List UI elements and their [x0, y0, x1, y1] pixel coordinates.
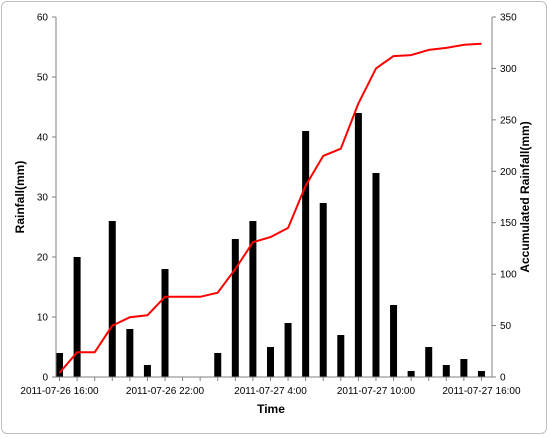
rainfall-bar — [143, 365, 151, 377]
axes — [52, 16, 496, 381]
y2-tick-label: 350 — [500, 13, 517, 24]
y2-tick-label: 100 — [500, 270, 517, 281]
tick-labels: 0 10 20 30 40 50 60 0 50 100 150 200 250 300 350 2011-0… — [20, 13, 521, 398]
rainfall-bar — [390, 305, 398, 377]
rainfall-bar — [372, 173, 380, 377]
x-axis-title: Time — [257, 402, 285, 416]
rainfall-bar — [460, 359, 468, 377]
y2-tick-label: 150 — [500, 218, 517, 229]
rainfall-bar — [442, 365, 450, 377]
y2-tick-label: 0 — [500, 373, 506, 384]
y-tick-label: 50 — [37, 73, 49, 84]
rainfall-bar — [73, 257, 81, 377]
rainfall-bar — [337, 335, 345, 377]
x-tick-label: 2011-07-27 16:00 — [442, 386, 521, 397]
rainfall-bar — [214, 353, 222, 377]
rainfall-bar — [231, 239, 239, 377]
rainfall-bar — [161, 269, 169, 377]
rainfall-bar — [407, 371, 415, 377]
rainfall-bar — [266, 347, 274, 377]
y-tick-label: 20 — [37, 253, 49, 264]
accumulated-rainfall-line — [58, 42, 482, 374]
y-tick-label: 30 — [37, 193, 49, 204]
rainfall-bar — [354, 113, 362, 377]
y-axis-title: Rainfall(mm) — [13, 161, 27, 234]
rainfall-bar — [108, 221, 116, 377]
x-tick-label: 2011-07-26 22:00 — [126, 386, 205, 397]
y2-tick-label: 200 — [500, 167, 517, 178]
x-tick-label: 2011-07-27 10:00 — [337, 386, 416, 397]
y2-axis-title: Accumulated Rainfall(mm) — [518, 121, 532, 272]
rainfall-bar — [425, 347, 433, 377]
rainfall-bar — [319, 203, 327, 377]
rainfall-bar — [56, 353, 64, 377]
rainfall-bar — [284, 323, 292, 377]
y-tick-label: 0 — [42, 373, 48, 384]
rainfall-bar — [302, 131, 310, 377]
y-tick-label: 60 — [37, 13, 49, 24]
y2-tick-label: 300 — [500, 64, 517, 75]
line-series — [58, 42, 482, 374]
rainfall-bar — [126, 329, 134, 377]
bar-series — [56, 113, 485, 377]
y2-tick-label: 50 — [500, 321, 512, 332]
y-tick-label: 40 — [37, 133, 49, 144]
x-tick-label: 2011-07-27 4:00 — [234, 386, 307, 397]
rainfall-bar — [477, 371, 485, 377]
y-tick-label: 10 — [37, 313, 49, 324]
x-tick-label: 2011-07-26 16:00 — [20, 386, 99, 397]
rainfall-bar — [249, 221, 257, 377]
y2-tick-label: 250 — [500, 115, 517, 126]
